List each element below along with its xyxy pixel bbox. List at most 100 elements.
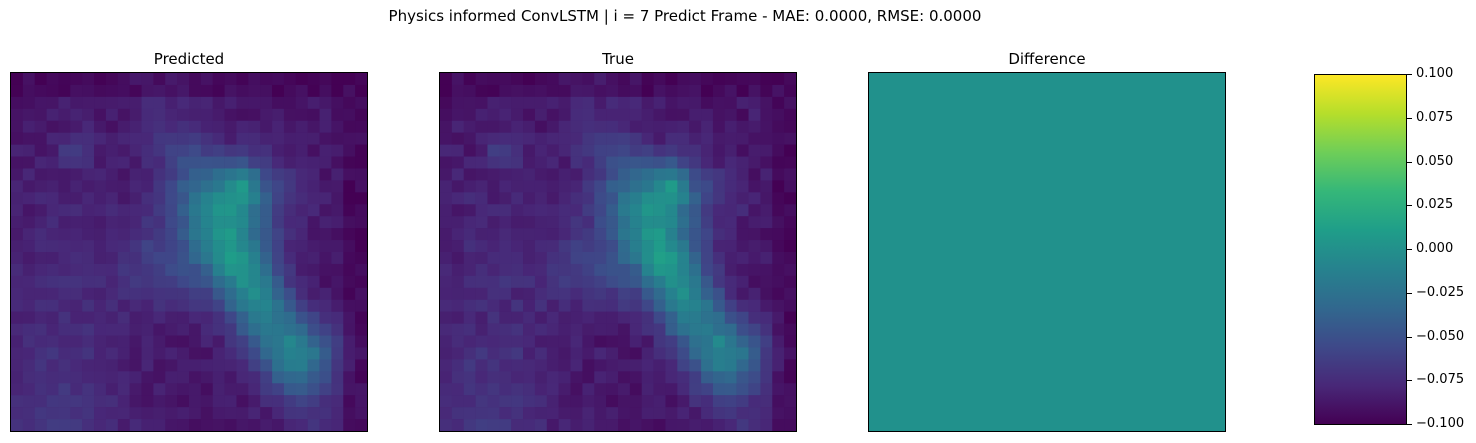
predicted-cell (295, 84, 308, 98)
predicted-cell (283, 275, 297, 289)
true-cell (701, 323, 714, 336)
predicted-cell (82, 419, 95, 431)
true-cell (689, 252, 702, 265)
true-cell (582, 120, 595, 133)
predicted-cell (70, 359, 83, 372)
true-cell (582, 407, 595, 420)
predicted-cell (46, 108, 59, 121)
true-cell (653, 96, 666, 110)
true-cell (511, 156, 524, 169)
true-cell (736, 156, 749, 169)
predicted-cell (307, 84, 320, 98)
predicted-cell (236, 96, 249, 110)
predicted-cell (260, 407, 273, 420)
predicted-cell (248, 240, 261, 253)
predicted-cell (189, 335, 202, 348)
true-cell (534, 419, 548, 431)
true-cell (736, 323, 749, 336)
predicted-cell (248, 120, 261, 133)
predicted-cell (331, 287, 344, 300)
predicted-cell (272, 228, 285, 241)
true-cell (463, 73, 476, 86)
predicted-cell (141, 299, 154, 312)
true-cell (784, 407, 796, 420)
true-cell (534, 323, 548, 336)
true-cell (701, 287, 714, 300)
predicted-cell (260, 204, 273, 217)
true-cell (582, 311, 595, 324)
true-cell (724, 228, 737, 241)
predicted-cell (82, 252, 95, 265)
predicted-cell (319, 407, 332, 420)
predicted-cell (200, 287, 213, 300)
difference-heatmap (868, 72, 1226, 432)
predicted-cell (331, 299, 344, 312)
predicted-cell (212, 287, 225, 300)
true-cell (665, 156, 678, 169)
true-cell (772, 299, 785, 312)
predicted-cell (331, 228, 344, 241)
predicted-cell (117, 228, 130, 241)
predicted-cell (117, 156, 130, 169)
true-cell (534, 263, 548, 277)
true-cell (523, 383, 536, 396)
true-cell (594, 180, 607, 193)
true-cell (570, 192, 583, 205)
predicted-cell (189, 156, 202, 169)
true-cell (653, 359, 666, 372)
predicted-cell (331, 383, 344, 396)
predicted-cell (319, 347, 332, 360)
true-cell (594, 395, 607, 408)
predicted-cell (307, 144, 320, 157)
true-cell (594, 335, 607, 348)
true-cell (511, 359, 524, 372)
true-cell (499, 84, 512, 98)
true-cell (523, 419, 536, 431)
predicted-cell (165, 323, 178, 336)
true-cell (475, 96, 488, 110)
true-cell (487, 335, 500, 348)
predicted-cell (70, 96, 83, 110)
true-cell (736, 73, 749, 86)
predicted-cell (105, 73, 119, 86)
true-cell (701, 132, 714, 145)
predicted-cell (343, 192, 356, 205)
predicted-cell (295, 228, 308, 241)
true-cell (534, 252, 548, 265)
predicted-cell (272, 395, 285, 408)
true-cell (760, 73, 773, 86)
true-cell (546, 323, 559, 336)
true-cell (653, 144, 666, 157)
true-cell (665, 395, 678, 408)
predicted-cell (260, 419, 273, 431)
predicted-cell (355, 335, 367, 348)
true-cell (760, 359, 773, 372)
colorbar-tick-mark (1407, 74, 1412, 75)
predicted-cell (177, 180, 190, 193)
predicted-cell (141, 84, 154, 98)
predicted-cell (70, 192, 83, 205)
true-cell (677, 204, 690, 217)
predicted-cell (165, 287, 178, 300)
true-cell (534, 144, 548, 157)
true-cell (665, 263, 678, 277)
predicted-cell (58, 204, 71, 217)
true-cell (487, 275, 500, 289)
predicted-cell (331, 335, 344, 348)
predicted-cell (70, 275, 83, 289)
predicted-cell (70, 263, 83, 277)
predicted-cell (343, 84, 356, 98)
true-cell (523, 204, 536, 217)
true-cell (724, 84, 737, 98)
true-cell (582, 419, 595, 431)
true-cell (606, 395, 619, 408)
true-cell (606, 228, 619, 241)
true-cell (606, 275, 619, 289)
true-cell (748, 192, 761, 205)
true-cell (558, 73, 571, 86)
predicted-cell (153, 335, 166, 348)
predicted-cell (11, 323, 24, 336)
true-cell (724, 407, 737, 420)
predicted-cell (11, 263, 24, 277)
predicted-cell (58, 395, 71, 408)
